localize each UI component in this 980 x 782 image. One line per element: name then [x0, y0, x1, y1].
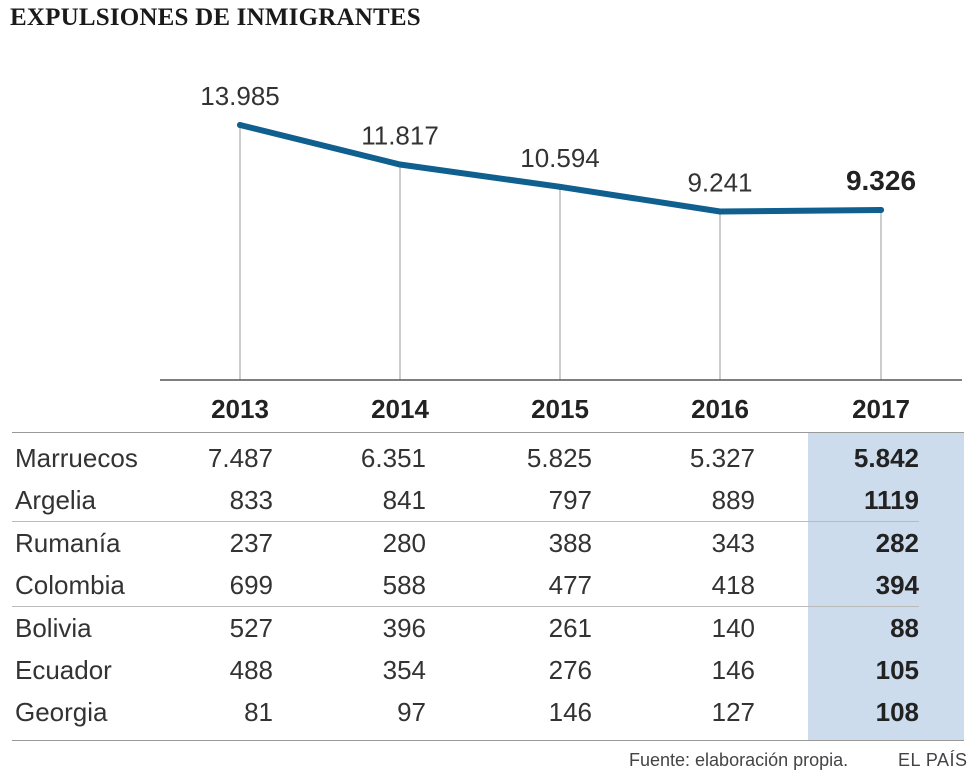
- table-row: Bolivia 527 396 261 140 88: [12, 607, 919, 650]
- value-cell-2016: 889: [592, 479, 755, 522]
- data-point-2014: [397, 161, 403, 168]
- country-cell: Bolivia: [15, 613, 92, 643]
- value-cell-2016: 343: [711, 528, 755, 558]
- value-cell-2015: 477: [426, 564, 592, 607]
- value-cell-2014: 97: [397, 697, 426, 727]
- data-table: Marruecos 7.487 6.351 5.825 5.327 5.842 Argeli…: [12, 437, 919, 733]
- line-chart: 13.985 11.817 10.594 9.241 9.326 2013 2014 2015…: [160, 81, 962, 424]
- table-row: Colombia 699 588 477 418 394: [12, 564, 919, 607]
- value-cell-2017: 105: [875, 655, 919, 685]
- value-cell-2013: 527: [229, 613, 273, 643]
- x-tick-label-2013: 2013: [211, 394, 269, 424]
- country-cell: Marruecos: [15, 443, 138, 473]
- value-cell-2013: 7.487: [207, 443, 273, 473]
- value-cell-2015: 261: [548, 613, 592, 643]
- data-point-2016: [717, 208, 723, 215]
- value-cell-2013: 488: [229, 655, 273, 685]
- value-cell-2014: 396: [382, 613, 426, 643]
- value-cell-2014: 280: [382, 528, 426, 558]
- value-cell-2013: 237: [229, 528, 273, 558]
- value-cell-2015: 146: [548, 697, 592, 727]
- data-point-2013: [237, 122, 243, 128]
- table-row: Ecuador 488 354 276 146 105: [12, 649, 919, 691]
- x-tick-label-2014: 2014: [371, 394, 429, 424]
- table-row: Georgia 81 97 146 127 108: [12, 691, 919, 733]
- table-row: Marruecos 7.487 6.351 5.825 5.327 5.842: [12, 437, 919, 479]
- value-cell-2014: 354: [382, 655, 426, 685]
- value-cell-2016: 140: [711, 613, 755, 643]
- data-label-2016: 9.241: [687, 168, 752, 198]
- value-cell-2014: 6.351: [360, 443, 426, 473]
- table-top-rule: [12, 432, 964, 433]
- value-cell-2017: 394: [755, 564, 919, 607]
- data-label-2014: 11.817: [361, 121, 439, 151]
- table-row: Argelia 833 841 797 889 1119: [12, 479, 919, 522]
- source-note: Fuente: elaboración propia.: [629, 750, 849, 770]
- x-tick-label-2016: 2016: [691, 394, 749, 424]
- country-cell: Colombia: [12, 564, 165, 607]
- value-cell-2015: 5.825: [526, 443, 592, 473]
- value-cell-2017: 108: [875, 697, 919, 727]
- value-cell-2017: 282: [875, 528, 919, 558]
- value-cell-2016: 5.327: [689, 443, 755, 473]
- value-cell-2015: 797: [426, 479, 592, 522]
- value-cell-2016: 418: [592, 564, 755, 607]
- value-cell-2015: 276: [548, 655, 592, 685]
- brand-label: EL PAÍS: [898, 750, 968, 770]
- country-cell: Argelia: [12, 479, 165, 522]
- data-label-2017: 9.326: [846, 165, 916, 196]
- table-row: Rumanía 237 280 388 343 282: [12, 522, 919, 565]
- data-point-2015: [557, 183, 563, 190]
- value-cell-2014: 588: [273, 564, 426, 607]
- chart-title: EXPULSIONES DE INMIGRANTES: [10, 4, 421, 31]
- value-cell-2013: 699: [165, 564, 273, 607]
- value-cell-2015: 388: [548, 528, 592, 558]
- data-label-2015: 10.594: [520, 143, 600, 173]
- data-point-2017: [878, 206, 884, 213]
- table-bottom-rule: [12, 740, 964, 741]
- value-cell-2013: 81: [244, 697, 273, 727]
- value-cell-2014: 841: [273, 479, 426, 522]
- country-cell: Ecuador: [15, 655, 112, 685]
- value-cell-2016: 127: [711, 697, 755, 727]
- x-tick-label-2015: 2015: [531, 394, 589, 424]
- value-cell-2017: 5.842: [853, 443, 919, 473]
- value-cell-2013: 833: [165, 479, 273, 522]
- country-cell: Rumanía: [15, 528, 121, 558]
- value-cell-2017: 1119: [755, 479, 919, 522]
- country-cell: Georgia: [15, 697, 108, 727]
- data-label-2013: 13.985: [200, 81, 280, 111]
- x-tick-label-2017: 2017: [852, 394, 910, 424]
- value-cell-2017: 88: [890, 613, 919, 643]
- value-cell-2016: 146: [711, 655, 755, 685]
